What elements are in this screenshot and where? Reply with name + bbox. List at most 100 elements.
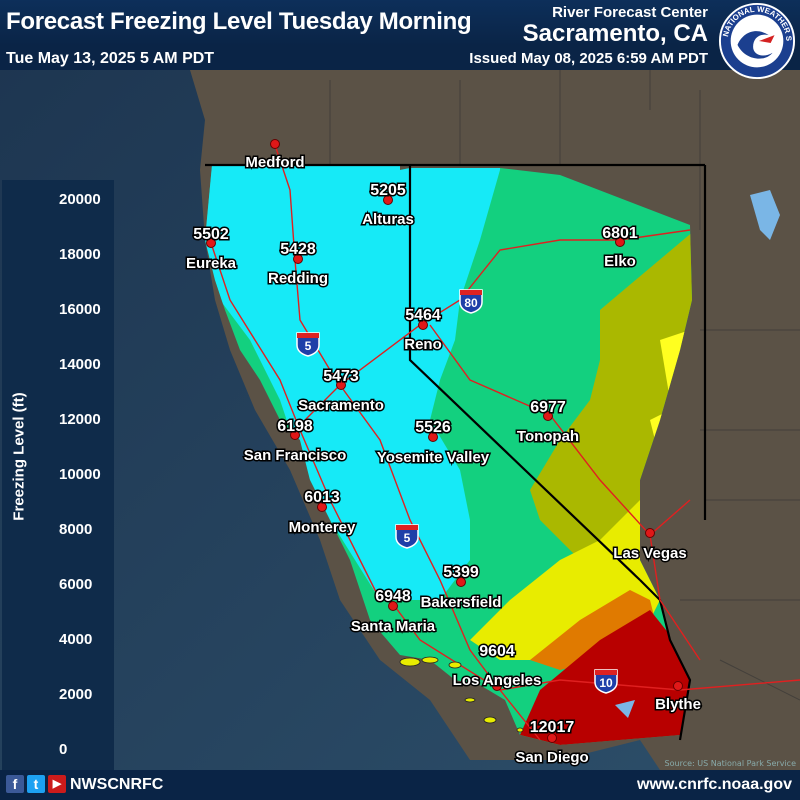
station-marker[interactable] (492, 681, 502, 691)
youtube-icon[interactable]: ▶ (48, 775, 66, 793)
legend-tick-label: 4000 (59, 631, 93, 648)
us95-line (429, 324, 691, 536)
shield-number: 10 (599, 676, 613, 690)
header-subband (0, 46, 800, 70)
station-name: Medford (245, 154, 304, 171)
station-name: Eureka (186, 255, 237, 272)
us101-line (209, 239, 381, 601)
station-freezing-level: 6013 (304, 489, 340, 506)
agency-name: River Forecast Center (552, 4, 708, 21)
station-freezing-level: 6198 (277, 418, 313, 435)
twitter-icon[interactable]: t (27, 775, 45, 793)
legend-title: Freezing Level (ft) (10, 392, 28, 521)
station-medford[interactable]: Medford (244, 139, 306, 173)
station-marker[interactable] (270, 139, 280, 149)
county-lines (329, 70, 800, 701)
channel-islands (399, 656, 524, 733)
station-marker[interactable] (418, 320, 428, 330)
station-name: Santa Maria (351, 618, 436, 635)
station-name: Monterey (289, 519, 356, 536)
great-salt-lake (750, 190, 780, 240)
station-marker[interactable] (290, 430, 300, 440)
station-marker[interactable] (428, 432, 438, 442)
station-marker[interactable] (615, 237, 625, 247)
interstate-shield: 5 (395, 524, 419, 549)
station-reno[interactable]: Reno 5464 (403, 306, 444, 355)
social-handle[interactable]: NWSCNRFC (70, 776, 164, 793)
station-marker[interactable] (336, 380, 346, 390)
station-freezing-level: 5399 (443, 564, 479, 581)
station-name: San Diego (515, 749, 588, 766)
station-elko[interactable]: Elko 6801 (601, 224, 640, 272)
station-name: Redding (268, 270, 328, 287)
station-freezing-level: 5502 (193, 226, 229, 243)
station-freezing-level: 6977 (530, 399, 566, 416)
station-freezing-level: 5473 (323, 368, 359, 385)
station-redding[interactable]: Redding 5428 (267, 240, 330, 289)
station-freezing-level: 9604 (479, 643, 515, 660)
legend-tick-label: 6000 (59, 576, 93, 593)
legend-tick-label: 0 (59, 741, 68, 758)
station-marker[interactable] (383, 195, 393, 205)
station-bakersfield[interactable]: Bakersfield 5399 (419, 563, 503, 613)
station-freezing-level: 5205 (370, 182, 406, 199)
station-marker[interactable] (456, 577, 466, 587)
ca-nv-border (408, 165, 641, 581)
station-name: Reno (404, 336, 442, 353)
legend-tick-label: 12000 (59, 411, 101, 428)
legend-panel (2, 180, 114, 770)
station-marker[interactable] (547, 733, 557, 743)
website-link[interactable]: www.cnrfc.noaa.gov (637, 776, 792, 793)
issued-time: Issued May 08, 2025 6:59 AM PDT (469, 50, 708, 67)
station-san-francisco[interactable]: San Francisco 6198 (242, 417, 348, 466)
interstate-shield: 80 (459, 289, 483, 314)
station-san-diego[interactable]: San Diego 12017 (514, 718, 590, 768)
station-monterey[interactable]: Monterey 6013 (287, 488, 357, 538)
station-name: Alturas (362, 211, 414, 228)
station-marker[interactable] (543, 411, 553, 421)
state-borders (205, 163, 707, 741)
footer-band (0, 770, 800, 800)
highway-shields: 80 5 5 10 (296, 289, 618, 694)
map-title: Forecast Freezing Level Tuesday Morning (6, 8, 472, 35)
station-marker[interactable] (388, 601, 398, 611)
station-santa-maria[interactable]: Santa Maria 6948 (349, 587, 437, 637)
station-los-angeles[interactable]: Los Angeles 9604 (451, 642, 543, 691)
station-name: Elko (604, 253, 636, 270)
station-name: Las Vegas (613, 545, 686, 562)
station-name: Sacramento (298, 397, 384, 414)
header-band (0, 0, 800, 46)
zone-8000 (530, 230, 692, 560)
facebook-icon[interactable]: f (6, 775, 24, 793)
office-name: Sacramento, CA (522, 20, 708, 47)
station-name: Yosemite Valley (377, 449, 490, 466)
station-blythe[interactable]: Blythe (654, 681, 702, 715)
legend-tick-label: 10000 (59, 466, 101, 483)
station-sacramento[interactable]: Sacramento 5473 (297, 367, 386, 416)
station-marker[interactable] (645, 528, 655, 538)
station-yosemite-valley[interactable]: Yosemite Valley 5526 (375, 418, 491, 468)
station-marker[interactable] (317, 502, 327, 512)
station-tonopah[interactable]: Tonopah 6977 (515, 398, 580, 447)
station-alturas[interactable]: Alturas 5205 (361, 181, 416, 230)
station-eureka[interactable]: Eureka 5502 (184, 225, 238, 274)
station-las-vegas[interactable]: Las Vegas (612, 528, 688, 564)
station-marker[interactable] (673, 681, 683, 691)
interstate-shield: 10 (594, 669, 618, 694)
station-name: Tonopah (517, 428, 579, 445)
shield-number: 80 (464, 296, 478, 310)
station-name: Los Angeles (453, 672, 542, 689)
station-name: San Francisco (244, 447, 347, 464)
valid-time: Tue May 13, 2025 5 AM PDT (6, 50, 215, 67)
zone-5000 (205, 165, 500, 600)
i15-line (649, 534, 701, 661)
station-marker[interactable] (293, 254, 303, 264)
source-note: Source: US National Park Service (664, 759, 796, 768)
station-freezing-level: 6801 (602, 225, 638, 242)
legend-tick-label: 18000 (59, 246, 101, 263)
legend-tick-label: 2000 (59, 686, 93, 703)
station-marker[interactable] (206, 238, 216, 248)
interstate-shield: 5 (296, 332, 320, 357)
